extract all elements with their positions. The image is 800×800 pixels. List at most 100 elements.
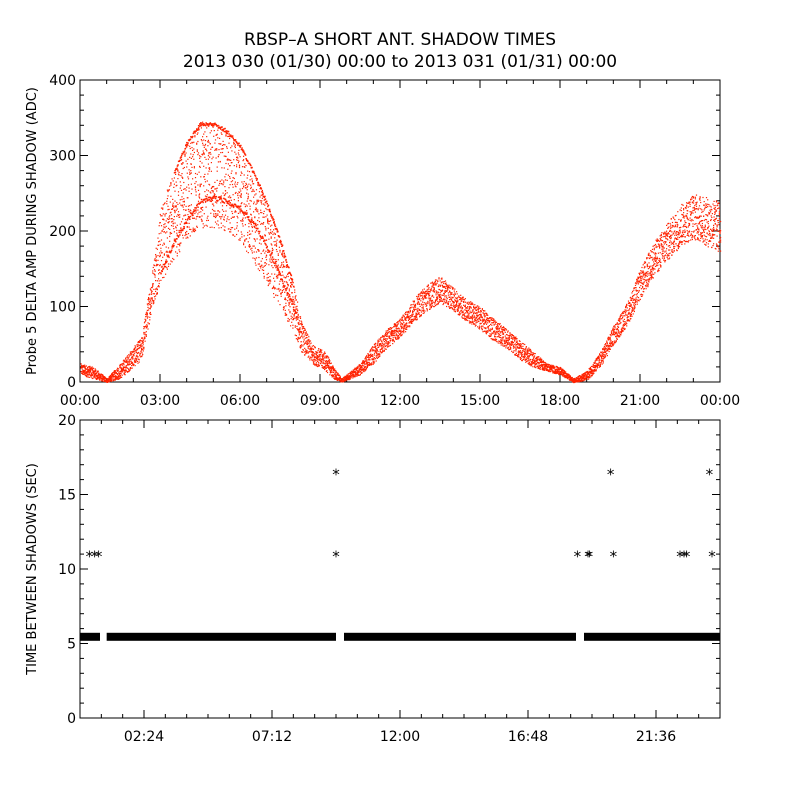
data-point <box>323 353 325 355</box>
data-point <box>397 334 400 337</box>
data-point <box>232 234 234 236</box>
data-point <box>317 359 319 361</box>
data-point <box>231 183 234 186</box>
data-point <box>190 204 192 206</box>
data-point <box>183 188 185 190</box>
data-point <box>244 224 246 226</box>
data-point <box>447 292 449 294</box>
data-point <box>366 356 368 358</box>
data-point <box>251 247 253 249</box>
data-point <box>89 370 92 372</box>
data-point <box>236 164 238 166</box>
data-point <box>158 269 160 271</box>
data-point <box>214 210 216 212</box>
data-point <box>418 313 420 315</box>
y-tick-label: 200 <box>49 224 76 240</box>
data-point <box>294 313 296 315</box>
data-point <box>417 296 419 298</box>
data-point <box>274 223 276 226</box>
data-point <box>376 344 378 346</box>
data-point <box>157 237 159 239</box>
data-point <box>241 187 244 190</box>
data-point <box>129 351 131 353</box>
data-point <box>152 303 154 305</box>
data-point <box>217 124 219 127</box>
data-point <box>169 185 171 187</box>
data-point <box>274 225 277 228</box>
data-point <box>262 223 264 225</box>
data-point <box>88 366 90 368</box>
data-point <box>214 216 217 219</box>
data-point <box>490 334 492 336</box>
data-point <box>275 259 277 261</box>
data-point <box>165 232 167 234</box>
data-point <box>187 142 189 144</box>
data-point <box>287 284 289 286</box>
data-point <box>145 325 147 327</box>
data-point <box>317 349 319 352</box>
data-point <box>296 308 298 310</box>
data-point <box>377 355 379 357</box>
data-point <box>201 215 203 217</box>
data-point <box>191 147 193 149</box>
data-point <box>416 298 418 300</box>
data-point <box>142 350 144 352</box>
data-point <box>508 342 510 344</box>
data-point <box>448 285 450 287</box>
data-point <box>497 342 499 344</box>
data-point <box>167 195 169 197</box>
data-point <box>473 313 475 315</box>
data-point <box>168 208 170 210</box>
data-point <box>485 312 488 315</box>
data-point <box>172 202 174 204</box>
data-point <box>212 126 214 128</box>
data-point <box>125 361 127 363</box>
data-point <box>257 268 259 270</box>
data-point <box>472 317 474 319</box>
data-point <box>168 221 170 223</box>
data-point <box>186 197 188 199</box>
data-point <box>424 297 427 299</box>
data-point <box>500 342 502 344</box>
data-point <box>183 181 185 184</box>
data-point <box>326 370 328 372</box>
data-point <box>480 314 482 316</box>
data-point <box>115 376 117 378</box>
data-point <box>169 233 171 235</box>
data-point <box>88 372 90 374</box>
data-point <box>161 230 163 232</box>
data-point <box>288 304 290 306</box>
data-point <box>471 317 473 319</box>
data-point <box>82 370 85 372</box>
data-point <box>457 305 459 307</box>
data-point <box>427 285 429 287</box>
data-point <box>301 324 303 326</box>
data-point <box>484 310 486 312</box>
data-point <box>180 204 182 206</box>
data-point <box>156 288 158 290</box>
data-point <box>249 208 251 210</box>
data-point <box>217 224 219 226</box>
data-point <box>288 303 290 305</box>
data-point <box>357 366 359 368</box>
data-point <box>500 326 502 328</box>
data-point <box>227 203 230 205</box>
data-point <box>422 301 424 303</box>
data-point <box>244 206 246 208</box>
data-point <box>372 346 374 348</box>
data-point <box>199 183 201 185</box>
data-point <box>205 122 207 124</box>
data-point <box>152 284 154 286</box>
data-point <box>254 259 256 261</box>
data-point <box>351 371 353 373</box>
data-point <box>283 276 285 278</box>
data-point <box>294 310 297 313</box>
data-point <box>189 138 192 140</box>
data-point <box>127 358 129 360</box>
data-point <box>203 139 205 141</box>
data-point <box>417 307 419 309</box>
data-point <box>253 251 255 253</box>
data-point <box>167 190 169 192</box>
data-point <box>271 273 273 275</box>
data-point <box>142 341 144 343</box>
